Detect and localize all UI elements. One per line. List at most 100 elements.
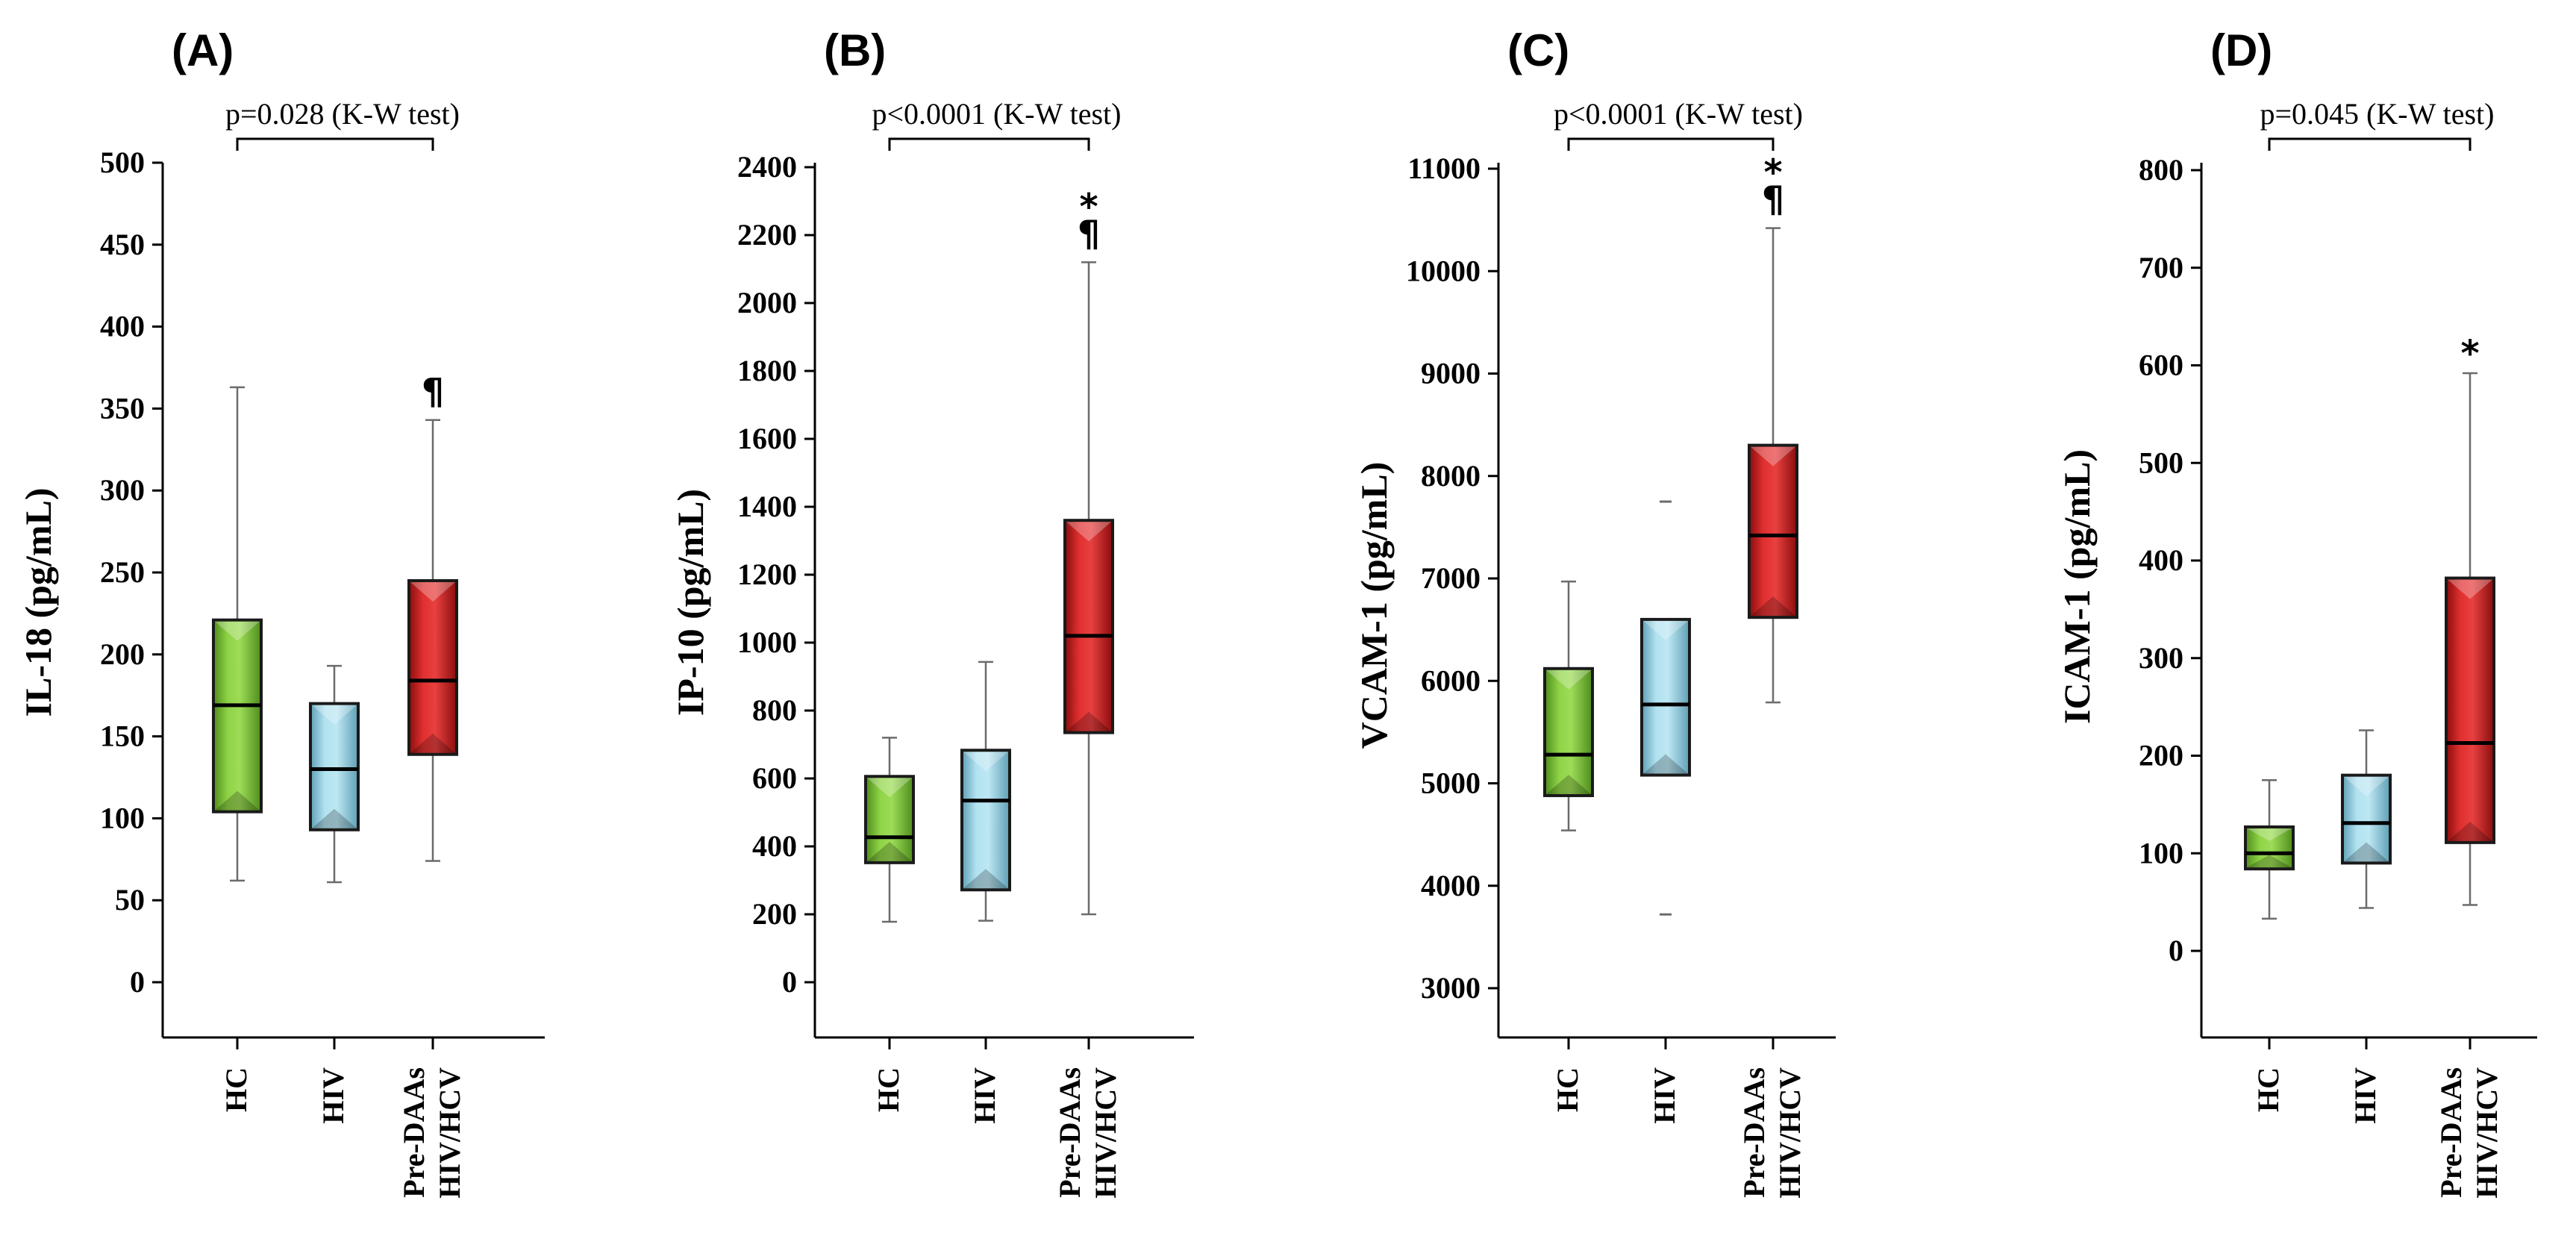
y-tick-label: 250 bbox=[100, 555, 145, 589]
x-tick-label-line: HIV/HCV bbox=[2470, 1067, 2504, 1199]
y-tick-label: 7000 bbox=[1421, 561, 1481, 595]
x-tick-label: Pre-DAAsHIV/HCV bbox=[1737, 1067, 1807, 1199]
box-pre-daas: ¶* bbox=[1063, 186, 1114, 916]
significance-bracket bbox=[2268, 137, 2472, 151]
y-tick-label: 6000 bbox=[1421, 664, 1481, 697]
box-body bbox=[864, 775, 915, 864]
y-tick-label: 1200 bbox=[737, 558, 797, 591]
box-bevel-top bbox=[867, 778, 912, 798]
box-bevel-top bbox=[963, 752, 1008, 772]
significance-pilcrow: ¶ bbox=[1078, 213, 1101, 255]
box-hc bbox=[864, 737, 915, 923]
box-bevel-bottom bbox=[2344, 842, 2389, 862]
x-tick-label: Pre-DAAsHIV/HCV bbox=[2434, 1067, 2504, 1199]
p-value-label: p=0.045 (K-W test) bbox=[2260, 97, 2495, 131]
y-tick-label: 300 bbox=[2139, 641, 2183, 675]
box-bevel-top bbox=[2448, 579, 2492, 599]
y-tick-label: 100 bbox=[2139, 836, 2183, 870]
box-body bbox=[1748, 443, 1798, 619]
chart-panel-d: (D) p=0.045 (K-W test) 0 100 200 300 400 500 600… bbox=[2056, 25, 2537, 1199]
box-bevel-top bbox=[1546, 669, 1591, 690]
box-bevel-bottom bbox=[410, 733, 455, 753]
p-value-label: p=0.028 (K-W test) bbox=[225, 97, 460, 131]
box-body bbox=[309, 702, 360, 831]
box-hc bbox=[1543, 580, 1594, 831]
box-bevel-bottom bbox=[1546, 774, 1591, 794]
panel-label: (A) bbox=[172, 25, 234, 75]
box-bevel-bottom bbox=[1643, 754, 1688, 774]
box-body bbox=[2244, 825, 2295, 871]
y-tick-label: 300 bbox=[100, 473, 145, 507]
box-body bbox=[1063, 519, 1114, 734]
x-tick-label-line: HIV/HCV bbox=[1773, 1067, 1807, 1199]
x-tick-label: HC bbox=[219, 1067, 253, 1112]
y-tick-label: 500 bbox=[100, 146, 145, 179]
box-bevel-bottom bbox=[963, 869, 1008, 889]
y-tick-label: 1600 bbox=[737, 422, 797, 455]
p-value-label: p<0.0001 (K-W test) bbox=[1554, 97, 1803, 131]
box-bevel-top bbox=[1751, 446, 1795, 466]
box-hc bbox=[212, 386, 263, 882]
box-hiv bbox=[960, 661, 1011, 922]
y-tick-label: 9000 bbox=[1421, 357, 1481, 390]
y-tick-label: 400 bbox=[2139, 543, 2183, 577]
box-bevel-top bbox=[2344, 776, 2389, 796]
box-body bbox=[960, 749, 1011, 892]
y-tick-label: 11000 bbox=[1407, 152, 1481, 185]
significance-asterisk: * bbox=[1079, 186, 1098, 228]
y-tick-label: 10000 bbox=[1406, 254, 1481, 287]
x-tick-label: HIV bbox=[1648, 1067, 1681, 1124]
y-tick-label: 0 bbox=[2169, 934, 2183, 967]
x-tick-label: HIV bbox=[968, 1067, 1001, 1124]
y-tick-label: 150 bbox=[100, 719, 145, 753]
x-tick-label-line: Pre-DAAs bbox=[397, 1067, 431, 1198]
x-tick-label: HC bbox=[1551, 1067, 1584, 1112]
box-bevel-top bbox=[1643, 620, 1688, 640]
box-body bbox=[1543, 667, 1594, 797]
box-bevel-bottom bbox=[215, 790, 260, 811]
box-bevel-bottom bbox=[1751, 596, 1795, 616]
significance-bracket bbox=[1567, 137, 1775, 151]
panel-label: (D) bbox=[2210, 25, 2272, 75]
significance-bracket bbox=[888, 137, 1090, 151]
y-tick-label: 400 bbox=[100, 310, 145, 343]
p-value-label: p<0.0001 (K-W test) bbox=[872, 97, 1122, 131]
box-body bbox=[212, 618, 263, 814]
chart-panel-b: (B) p<0.0001 (K-W test) 0 200 400 600 800 1000 1… bbox=[669, 25, 1194, 1199]
y-tick-label: 4000 bbox=[1421, 869, 1481, 902]
y-tick-label: 1000 bbox=[737, 625, 797, 659]
x-tick-label-line: HIV/HCV bbox=[1089, 1067, 1122, 1199]
y-tick-label: 3000 bbox=[1421, 971, 1481, 1005]
y-tick-label: 350 bbox=[100, 391, 145, 425]
y-axis-label: VCAM-1 (pg/mL) bbox=[1353, 462, 1395, 749]
significance-asterisk: * bbox=[2460, 333, 2479, 375]
y-tick-label: 500 bbox=[2139, 446, 2183, 479]
y-tick-label: 700 bbox=[2139, 251, 2183, 284]
box-body bbox=[407, 578, 458, 756]
significance-asterisk: * bbox=[1763, 152, 1782, 194]
x-tick-label-line: Pre-DAAs bbox=[1737, 1067, 1771, 1198]
box-pre-daas: ¶* bbox=[1748, 152, 1798, 704]
y-tick-label: 200 bbox=[2139, 739, 2183, 772]
panel-label: (C) bbox=[1507, 25, 1569, 75]
chart-panel-c: (C) p<0.0001 (K-W test) 3000 4000 5000 6000 70… bbox=[1353, 25, 1836, 1199]
y-tick-label: 1400 bbox=[737, 490, 797, 523]
significance-bracket bbox=[236, 137, 434, 151]
x-tick-label: HIV bbox=[316, 1067, 350, 1124]
y-tick-label: 2400 bbox=[737, 150, 797, 184]
y-tick-label: 0 bbox=[782, 965, 797, 999]
y-tick-label: 200 bbox=[752, 897, 797, 931]
y-tick-label: 0 bbox=[130, 965, 145, 999]
y-tick-label: 600 bbox=[752, 761, 797, 795]
y-tick-label: 200 bbox=[100, 637, 145, 671]
x-tick-label-line: Pre-DAAs bbox=[2434, 1067, 2468, 1198]
box-body bbox=[1640, 617, 1691, 777]
box-body bbox=[2445, 576, 2495, 844]
panel-label: (B) bbox=[824, 25, 886, 75]
x-tick-label-line: Pre-DAAs bbox=[1053, 1067, 1087, 1198]
box-hiv bbox=[2341, 729, 2392, 909]
y-tick-label: 2000 bbox=[737, 286, 797, 319]
box-body bbox=[2341, 773, 2392, 865]
box-bevel-bottom bbox=[312, 808, 357, 828]
y-tick-label: 800 bbox=[752, 693, 797, 727]
